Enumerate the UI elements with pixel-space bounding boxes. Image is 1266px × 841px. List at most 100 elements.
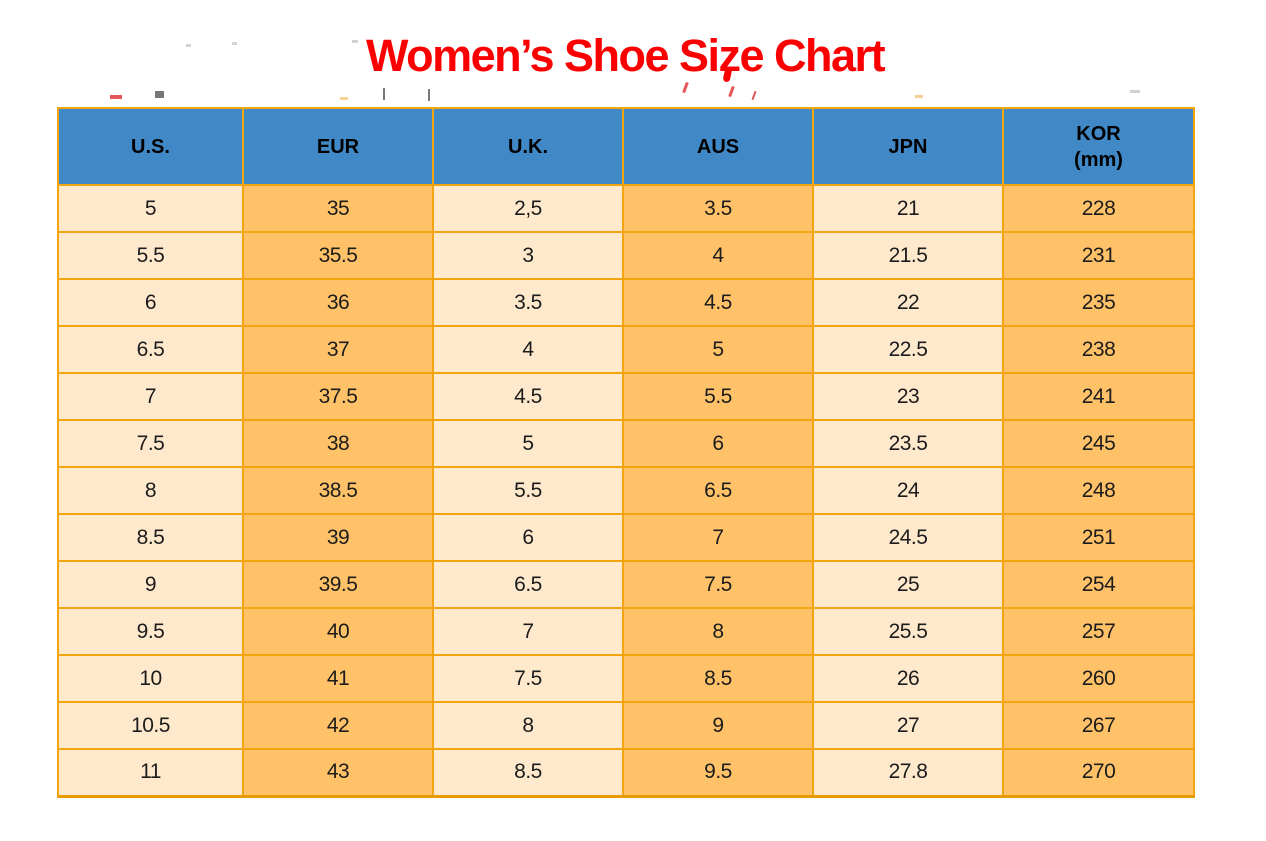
table-cell: 37	[242, 325, 434, 374]
artifact-mark	[155, 91, 164, 98]
table-cell: 6.5	[57, 325, 244, 374]
table-cell: 8.5	[622, 654, 814, 703]
table-cell: 3.5	[622, 184, 814, 233]
artifact-mark	[110, 95, 122, 99]
size-chart-table: U.S. EUR U.K. AUS JPN KOR (mm) 5 35 2,5 3.5 21 228 5…	[57, 107, 1195, 798]
table-cell: 37.5	[242, 372, 434, 421]
column-header: U.S.	[57, 107, 244, 186]
table-cell: 23.5	[812, 419, 1004, 468]
table-cell: 9	[622, 701, 814, 750]
table-row: 8.5 39 6 7 24.5 251	[57, 513, 1195, 562]
table-cell: 41	[242, 654, 434, 703]
table-row: 9 39.5 6.5 7.5 25 254	[57, 560, 1195, 609]
table-cell: 6	[622, 419, 814, 468]
table-cell: 2,5	[432, 184, 624, 233]
table-cell: 8	[57, 466, 244, 515]
header-row: U.S. EUR U.K. AUS JPN KOR (mm)	[57, 107, 1195, 186]
table-cell: 24.5	[812, 513, 1004, 562]
table-cell: 9.5	[57, 607, 244, 656]
table-cell: 235	[1002, 278, 1195, 327]
table-cell: 7	[432, 607, 624, 656]
table-cell: 40	[242, 607, 434, 656]
table-cell: 38.5	[242, 466, 434, 515]
table-cell: 27	[812, 701, 1004, 750]
table-cell: 5	[432, 419, 624, 468]
table-cell: 25.5	[812, 607, 1004, 656]
table-cell: 6	[432, 513, 624, 562]
table-cell: 5	[57, 184, 244, 233]
table-cell: 257	[1002, 607, 1195, 656]
table-row: 10 41 7.5 8.5 26 260	[57, 654, 1195, 703]
table-cell: 9	[57, 560, 244, 609]
artifact-mark	[915, 95, 923, 98]
table-cell: 7.5	[622, 560, 814, 609]
table-row: 9.5 40 7 8 25.5 257	[57, 607, 1195, 656]
table-row: 7.5 38 5 6 23.5 245	[57, 419, 1195, 468]
artifact-mark	[728, 85, 735, 98]
column-header: JPN	[812, 107, 1004, 186]
table-cell: 10	[57, 654, 244, 703]
table-cell: 7.5	[432, 654, 624, 703]
table-header: U.S. EUR U.K. AUS JPN KOR (mm)	[57, 107, 1195, 186]
artifact-mark	[682, 81, 689, 94]
table-row: 5 35 2,5 3.5 21 228	[57, 184, 1195, 233]
table-cell: 9.5	[622, 748, 814, 798]
table-row: 5.5 35.5 3 4 21.5 231	[57, 231, 1195, 280]
table-cell: 260	[1002, 654, 1195, 703]
table-cell: 231	[1002, 231, 1195, 280]
table-cell: 4	[622, 231, 814, 280]
table-cell: 24	[812, 466, 1004, 515]
table-cell: 8.5	[57, 513, 244, 562]
table-cell: 39	[242, 513, 434, 562]
table-cell: 25	[812, 560, 1004, 609]
table-row: 6 36 3.5 4.5 22 235	[57, 278, 1195, 327]
table-cell: 241	[1002, 372, 1195, 421]
table-cell: 7.5	[57, 419, 244, 468]
column-header: U.K.	[432, 107, 624, 186]
table-cell: 21.5	[812, 231, 1004, 280]
table-cell: 35.5	[242, 231, 434, 280]
artifact-mark	[751, 90, 757, 101]
table-cell: 36	[242, 278, 434, 327]
table-cell: 245	[1002, 419, 1195, 468]
table-cell: 4.5	[622, 278, 814, 327]
table-cell: 254	[1002, 560, 1195, 609]
table-cell: 21	[812, 184, 1004, 233]
table-cell: 5.5	[57, 231, 244, 280]
table-cell: 8.5	[432, 748, 624, 798]
artifact-mark	[383, 88, 385, 100]
table-cell: 35	[242, 184, 434, 233]
column-header: EUR	[242, 107, 434, 186]
table-row: 8 38.5 5.5 6.5 24 248	[57, 466, 1195, 515]
table-cell: 6.5	[432, 560, 624, 609]
table-cell: 248	[1002, 466, 1195, 515]
table-cell: 8	[622, 607, 814, 656]
table-cell: 43	[242, 748, 434, 798]
table-body: 5 35 2,5 3.5 21 228 5.5 35.5 3 4 21.5 231 6 36 3.5 4.5 2…	[57, 184, 1195, 798]
table-cell: 8	[432, 701, 624, 750]
table-cell: 270	[1002, 748, 1195, 798]
table-cell: 22	[812, 278, 1004, 327]
artifact-mark	[340, 97, 348, 100]
table-cell: 4.5	[432, 372, 624, 421]
table-cell: 27.8	[812, 748, 1004, 798]
page-title: Women’s Shoe Size Chart	[365, 30, 886, 81]
table-cell: 10.5	[57, 701, 244, 750]
table-cell: 267	[1002, 701, 1195, 750]
column-header: KOR (mm)	[1002, 107, 1195, 186]
table-cell: 23	[812, 372, 1004, 421]
table-cell: 228	[1002, 184, 1195, 233]
table-row: 10.5 42 8 9 27 267	[57, 701, 1195, 750]
table-cell: 11	[57, 748, 244, 798]
column-header: AUS	[622, 107, 814, 186]
table-cell: 7	[622, 513, 814, 562]
table-cell: 251	[1002, 513, 1195, 562]
table-cell: 38	[242, 419, 434, 468]
table-cell: 5.5	[622, 372, 814, 421]
table-cell: 42	[242, 701, 434, 750]
table-cell: 4	[432, 325, 624, 374]
table-cell: 39.5	[242, 560, 434, 609]
table-cell: 7	[57, 372, 244, 421]
table-cell: 3.5	[432, 278, 624, 327]
